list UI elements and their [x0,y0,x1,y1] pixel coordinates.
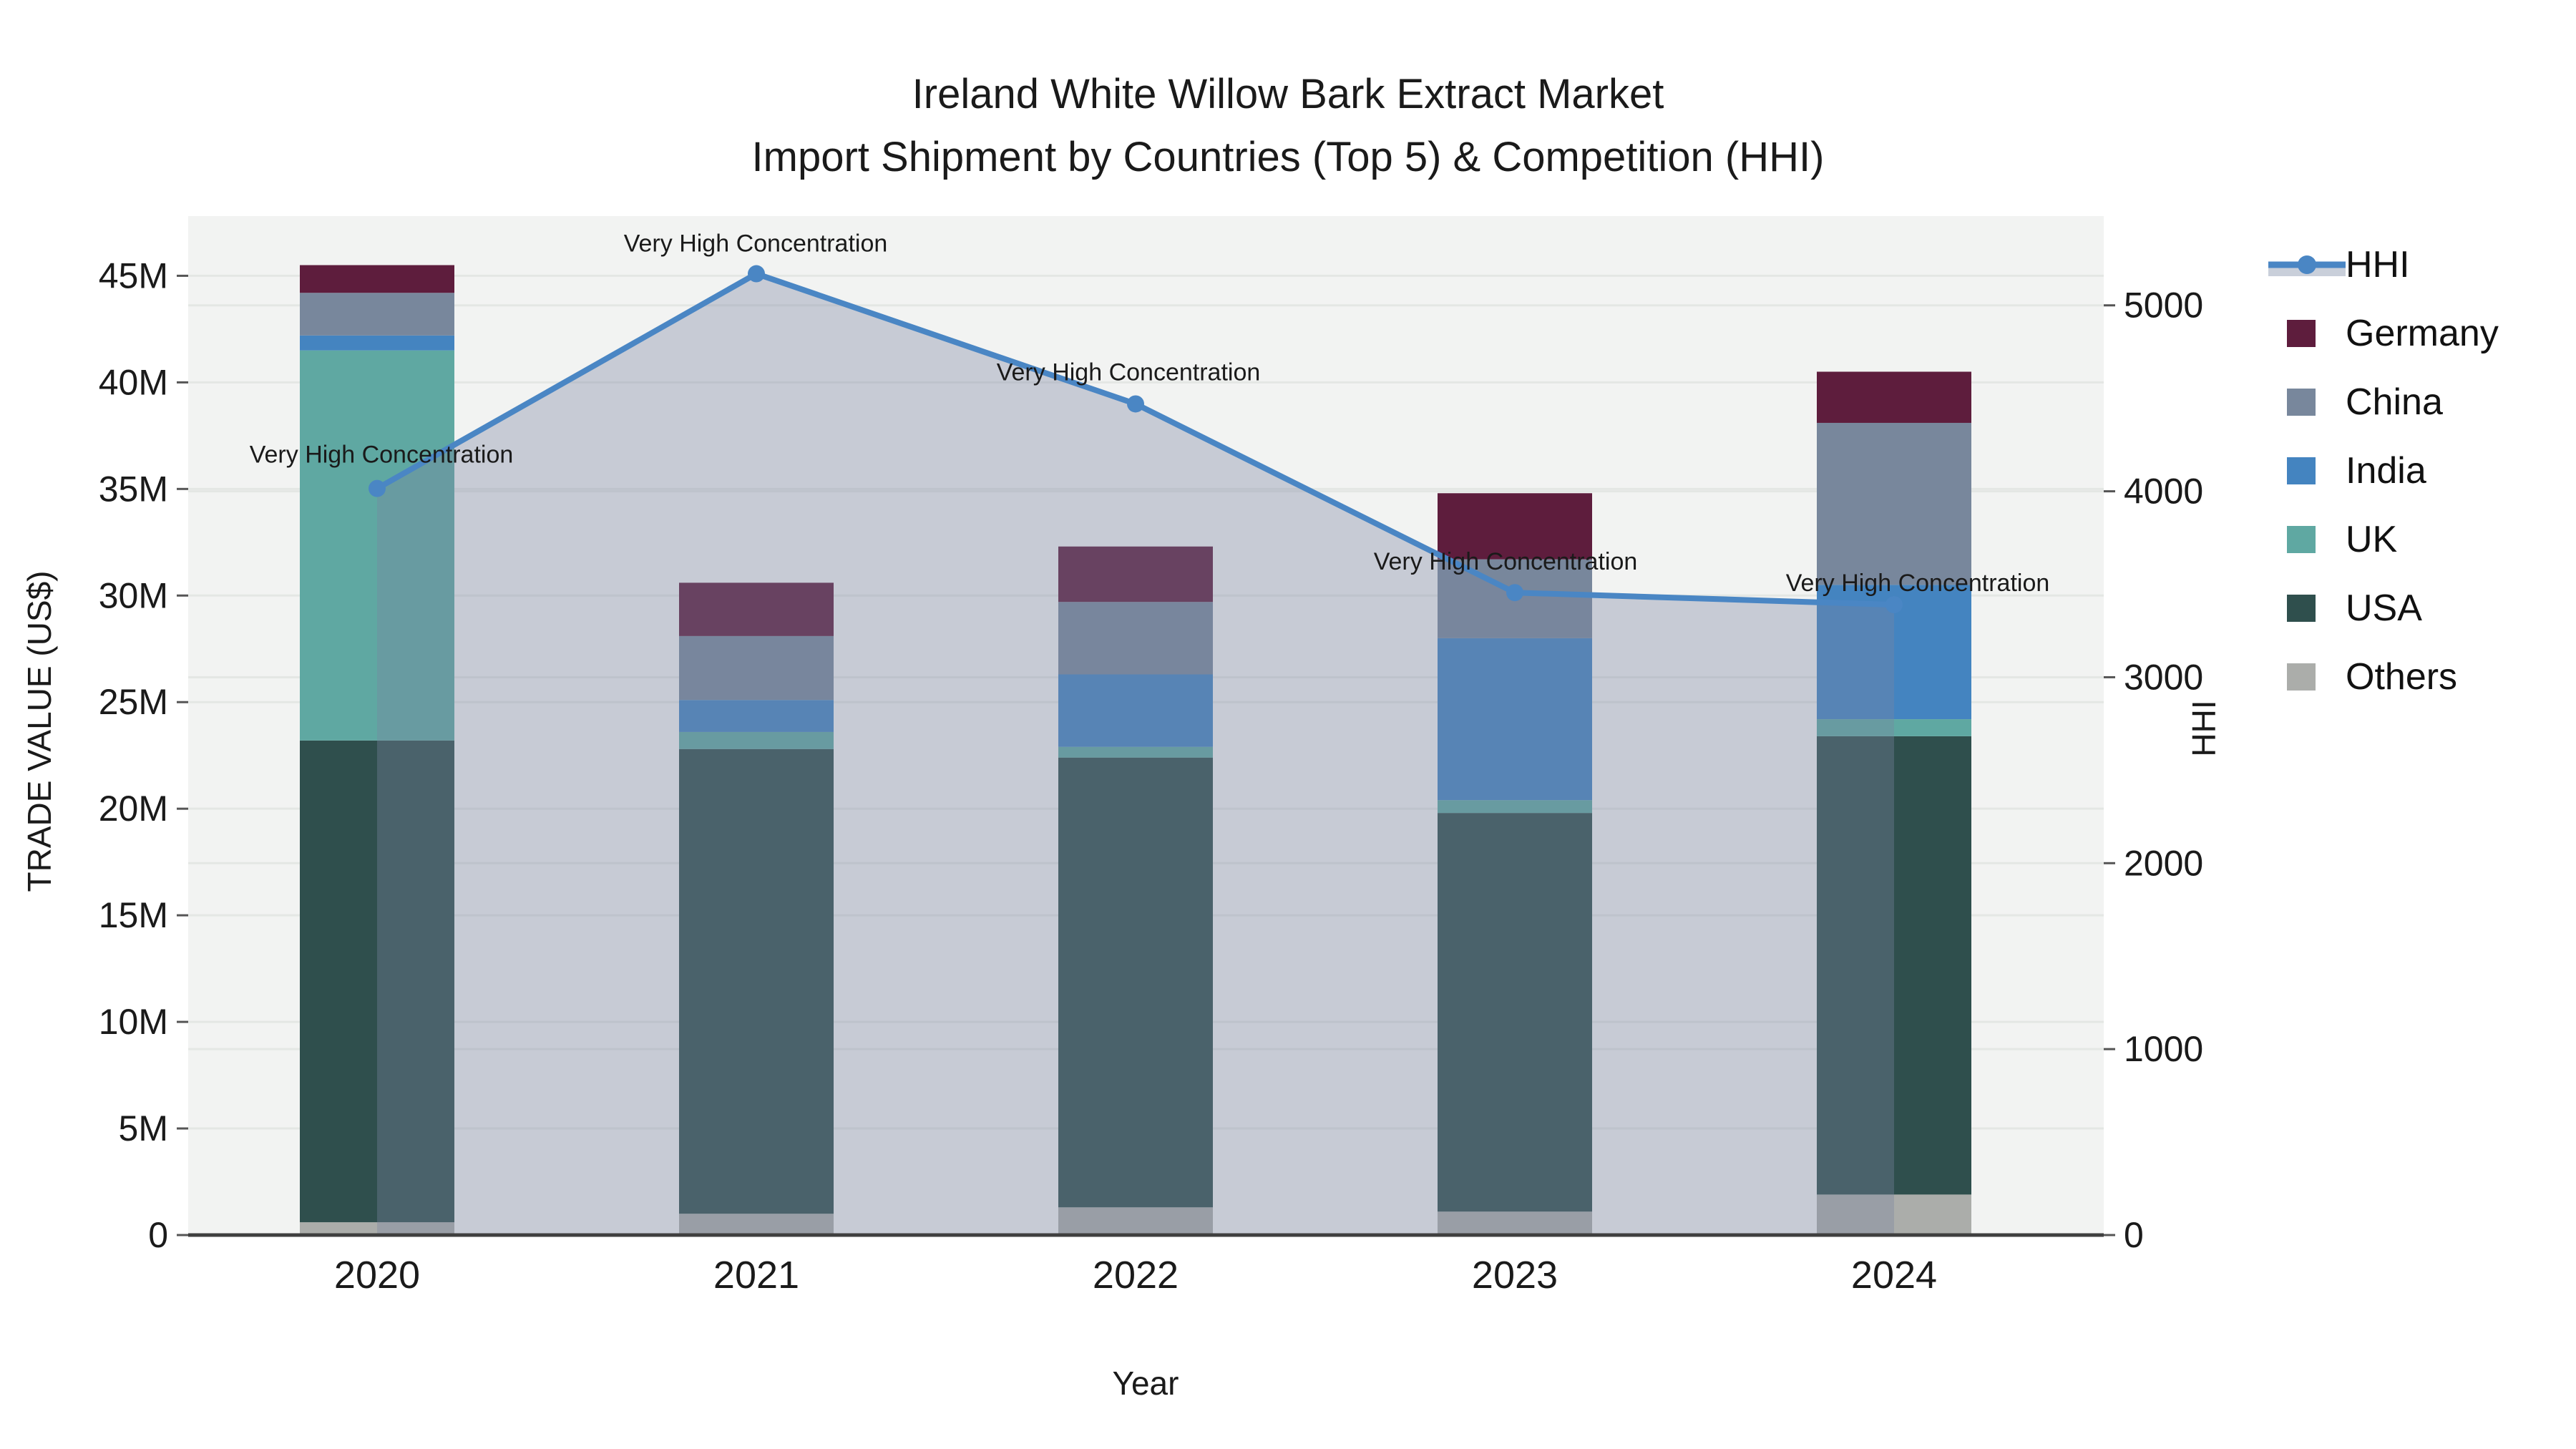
legend-swatch-india [2287,457,2316,484]
bar-usa-2023[interactable] [1438,813,1592,1212]
x-tick-label-2022: 2022 [1093,1254,1179,1297]
bar-others-2024[interactable] [1817,1194,1971,1235]
bar-germany-2022[interactable] [1058,546,1213,602]
legend-label-others: Others [2346,656,2458,698]
hhi-marker-2021[interactable] [748,265,765,283]
bar-china-2021[interactable] [679,635,834,701]
bar-uk-2021[interactable] [679,731,834,749]
y-right-tick-label: 1000 [2124,1029,2203,1069]
legend-item-others[interactable]: Others [2268,643,2569,711]
bar-others-2022[interactable] [1058,1207,1213,1235]
bar-india-2021[interactable] [679,700,834,732]
annotation-2024: Very High Concentration [1786,570,2050,597]
bar-india-2020[interactable] [300,335,454,351]
legend-label-usa: USA [2346,587,2422,629]
hhi-marker-2022[interactable] [1127,395,1144,413]
bar-others-2021[interactable] [679,1214,834,1235]
bar-usa-2020[interactable] [300,740,454,1223]
legend-swatch-china [2287,389,2316,416]
y-right-tick-label: 4000 [2124,472,2203,512]
legend-label-china: China [2346,381,2443,423]
x-tick-label-2020: 2020 [334,1254,420,1297]
hhi-marker-2024[interactable] [1885,596,1903,614]
annotation-2021: Very High Concentration [624,230,888,258]
bar-germany-2024[interactable] [1817,371,1971,423]
bar-usa-2022[interactable] [1058,757,1213,1208]
y-left-tick-label: 35M [99,469,168,509]
x-tick-label-2024: 2024 [1851,1254,1937,1297]
y-right-tick-label: 2000 [2124,843,2203,883]
legend-item-germany[interactable]: Germany [2268,299,2569,368]
legend-item-china[interactable]: China [2268,368,2569,436]
hhi-marker-2023[interactable] [1506,584,1523,602]
legend-swatch-usa [2287,595,2316,622]
bar-germany-2021[interactable] [679,582,834,636]
bar-india-2022[interactable] [1058,674,1213,747]
legend-item-uk[interactable]: UK [2268,505,2569,574]
bar-usa-2021[interactable] [679,748,834,1214]
legend-label-germany: Germany [2346,313,2499,354]
bar-others-2020[interactable] [300,1222,454,1235]
y-right-tick-label: 0 [2124,1215,2144,1255]
legend-label-hhi: HHI [2346,244,2410,286]
bar-germany-2020[interactable] [300,265,454,293]
legend-item-india[interactable]: India [2268,436,2569,505]
x-tick-label-2021: 2021 [713,1254,799,1297]
bar-china-2022[interactable] [1058,602,1213,675]
y-right-tick-label: 3000 [2124,657,2203,697]
legend-item-hhi[interactable]: HHI [2268,230,2569,299]
y-left-tick-label: 15M [99,895,168,935]
y-left-tick-label: 5M [119,1108,168,1148]
bar-uk-2022[interactable] [1058,746,1213,758]
legend-label-uk: UK [2346,519,2398,560]
y-left-tick-label: 25M [99,682,168,722]
y-right-tick-label: 5000 [2124,286,2203,326]
hhi-area [377,273,1894,1236]
bar-china-2020[interactable] [300,293,454,336]
bar-uk-2024[interactable] [1817,719,1971,736]
annotation-2022: Very High Concentration [997,358,1261,386]
y-left-tick-label: 10M [99,1002,168,1042]
bar-uk-2023[interactable] [1438,800,1592,814]
chart-title-line1: Ireland White Willow Bark Extract Market [912,71,1664,117]
legend-label-india: India [2346,450,2426,492]
chart-title: Ireland White Willow Bark Extract Market… [0,63,2576,189]
y-left-tick-label: 30M [99,575,168,615]
legend-swatch-others [2287,663,2316,691]
hhi-legend-sample-icon [2268,243,2346,286]
x-axis-title: Year [1113,1365,1179,1402]
bar-uk-2020[interactable] [300,350,454,741]
legend: HHI Germany China India UK USA Others [2268,230,2569,711]
y-right-axis-title: HHI [2185,700,2223,756]
hhi-marker-2020[interactable] [369,479,386,497]
bar-india-2023[interactable] [1438,638,1592,801]
legend-item-usa[interactable]: USA [2268,574,2569,643]
y-left-tick-label: 40M [99,362,168,402]
annotation-2023: Very High Concentration [1374,548,1638,575]
y-left-tick-label: 45M [99,255,168,296]
legend-swatch-uk [2287,526,2316,553]
chart-title-line2: Import Shipment by Countries (Top 5) & C… [751,134,1825,180]
y-left-tick-label: 0 [148,1215,168,1255]
bar-usa-2024[interactable] [1817,736,1971,1195]
y-left-axis-title: TRADE VALUE (US$) [21,570,58,892]
bar-china-2024[interactable] [1817,422,1971,585]
bar-germany-2023[interactable] [1438,493,1592,560]
annotation-2020: Very High Concentration [250,441,514,469]
y-left-tick-label: 20M [99,789,168,829]
bar-others-2023[interactable] [1438,1211,1592,1235]
legend-swatch-germany [2287,320,2316,347]
x-tick-label-2023: 2023 [1472,1254,1558,1297]
